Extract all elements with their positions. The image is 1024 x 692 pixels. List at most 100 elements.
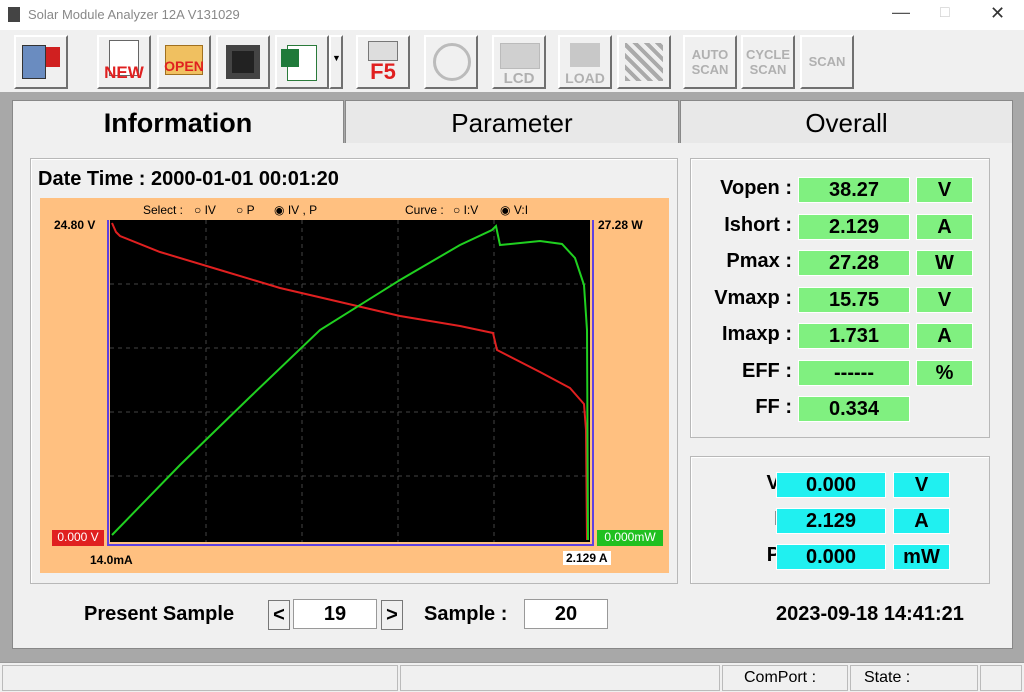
lcd-button[interactable]: LCD bbox=[492, 35, 546, 89]
save-button[interactable] bbox=[216, 35, 270, 89]
radio-label: V:I bbox=[513, 203, 529, 217]
title-bar: Solar Module Analyzer 12A V131029 — □ ✕ bbox=[0, 0, 1024, 30]
present-sample-label: Present Sample bbox=[84, 603, 235, 625]
prev-button[interactable]: < bbox=[268, 600, 290, 630]
icon bbox=[281, 49, 299, 67]
row-value: 1.731 bbox=[798, 323, 910, 349]
row-value: 0.000 bbox=[776, 472, 886, 498]
radio-label: IV bbox=[204, 203, 216, 217]
scan-button[interactable]: SCAN bbox=[800, 35, 854, 89]
button-label: SCAN bbox=[808, 54, 846, 69]
row-value: 38.27 bbox=[798, 177, 910, 203]
tab-parameter[interactable]: Parameter bbox=[345, 100, 679, 144]
settings-button[interactable] bbox=[14, 35, 68, 89]
minimize-button[interactable]: — bbox=[892, 2, 910, 22]
row-label: Imaxp : bbox=[721, 323, 792, 345]
tab-overall[interactable]: Overall bbox=[680, 100, 1013, 144]
date-time: Date Time : 2000-01-01 00:01:20 bbox=[38, 168, 339, 190]
cycle-scan-button[interactable]: CYCLE SCAN bbox=[741, 35, 795, 89]
status-cell bbox=[722, 665, 848, 691]
row-label: Pmax : bbox=[726, 250, 792, 272]
window-title: Solar Module Analyzer 12A V131029 bbox=[28, 7, 240, 22]
sample-label: Sample : bbox=[424, 603, 508, 625]
row-value: 27.28 bbox=[798, 250, 910, 276]
row-unit: mW bbox=[893, 544, 950, 570]
select-label: Select : bbox=[143, 203, 184, 217]
row-label: Vmaxp : bbox=[714, 286, 792, 309]
row-value: 2.129 bbox=[776, 508, 886, 534]
p-max-label: 27.28 W bbox=[598, 218, 643, 232]
row-label: FF : bbox=[755, 396, 792, 418]
row-value: 0.334 bbox=[798, 396, 910, 422]
row-value: 0.000 bbox=[776, 544, 886, 570]
icon bbox=[165, 45, 203, 75]
button-label: LCD bbox=[503, 70, 535, 87]
tab-information[interactable]: Information bbox=[12, 100, 344, 144]
row-value: ------ bbox=[798, 359, 910, 386]
dropdown-button[interactable]: ▼ bbox=[329, 35, 343, 89]
button-label: LOAD bbox=[565, 70, 605, 86]
i-max-label: 2.129 A bbox=[563, 551, 611, 565]
button-label: F5 bbox=[370, 59, 396, 84]
clock: 2023-09-18 14:41:21 bbox=[776, 603, 964, 625]
status-cell bbox=[400, 665, 720, 691]
next-button[interactable]: > bbox=[381, 600, 403, 630]
row-unit: V bbox=[916, 286, 973, 313]
row-unit: V bbox=[916, 177, 973, 203]
print-button[interactable]: F5 bbox=[356, 35, 410, 89]
arrow: ▼ bbox=[332, 53, 341, 63]
row-unit: W bbox=[916, 250, 973, 276]
close-button[interactable]: ✕ bbox=[990, 3, 1006, 23]
clock-button[interactable] bbox=[424, 35, 478, 89]
comport-label: ComPort : bbox=[744, 669, 817, 686]
excel-button[interactable] bbox=[275, 35, 329, 89]
radio-iv-p[interactable]: ◉ IV , P bbox=[274, 203, 318, 217]
status-cell bbox=[2, 665, 398, 691]
row-label: EFF : bbox=[742, 359, 792, 382]
icon bbox=[226, 45, 260, 79]
radio-iv-curve[interactable]: ○ I:V bbox=[453, 203, 479, 217]
icon bbox=[500, 43, 540, 69]
icon bbox=[570, 43, 600, 67]
row-unit: A bbox=[916, 323, 973, 349]
pattern-button[interactable] bbox=[617, 35, 671, 89]
status-cell bbox=[850, 665, 978, 691]
radio-label: I:V bbox=[463, 203, 479, 217]
v-min-label: 0.000 V bbox=[52, 530, 104, 546]
row-label: Ishort : bbox=[724, 213, 792, 236]
icon bbox=[109, 40, 139, 76]
radio-label: P bbox=[246, 203, 255, 217]
new-button[interactable]: NEW bbox=[97, 35, 151, 89]
row-unit: A bbox=[893, 508, 950, 534]
maximize-button[interactable]: □ bbox=[940, 4, 950, 21]
row-unit: V bbox=[893, 472, 950, 498]
button-label: OPEN bbox=[164, 58, 204, 74]
auto-scan-button[interactable]: AUTO SCAN bbox=[683, 35, 737, 89]
radio-iv[interactable]: ○ IV bbox=[194, 203, 216, 217]
icon bbox=[46, 47, 60, 67]
row-value: 2.129 bbox=[798, 213, 910, 240]
graph-area bbox=[40, 198, 669, 573]
row-label: Vopen : bbox=[720, 177, 792, 199]
icon bbox=[625, 43, 663, 81]
row-value: 15.75 bbox=[798, 286, 910, 313]
radio-p[interactable]: ○ P bbox=[236, 203, 255, 217]
row-unit: % bbox=[916, 359, 973, 386]
open-button[interactable]: OPEN bbox=[157, 35, 211, 89]
row-unit: A bbox=[916, 213, 973, 240]
button-label: AUTO SCAN bbox=[691, 47, 729, 77]
button-label: NEW bbox=[104, 63, 144, 82]
present-sample-input[interactable]: 19 bbox=[293, 599, 377, 629]
icon bbox=[22, 45, 46, 79]
icon bbox=[368, 41, 398, 61]
v-max-label: 24.80 V bbox=[54, 218, 96, 232]
curve-label: Curve : bbox=[405, 203, 444, 217]
icon bbox=[433, 43, 471, 81]
load-button[interactable]: LOAD bbox=[558, 35, 612, 89]
status-cell bbox=[980, 665, 1022, 691]
state-label: State : bbox=[864, 669, 911, 686]
radio-vi-curve[interactable]: ◉ V:I bbox=[500, 203, 529, 217]
i-min-label: 14.0mA bbox=[90, 553, 133, 567]
sample-input[interactable]: 20 bbox=[524, 599, 608, 629]
